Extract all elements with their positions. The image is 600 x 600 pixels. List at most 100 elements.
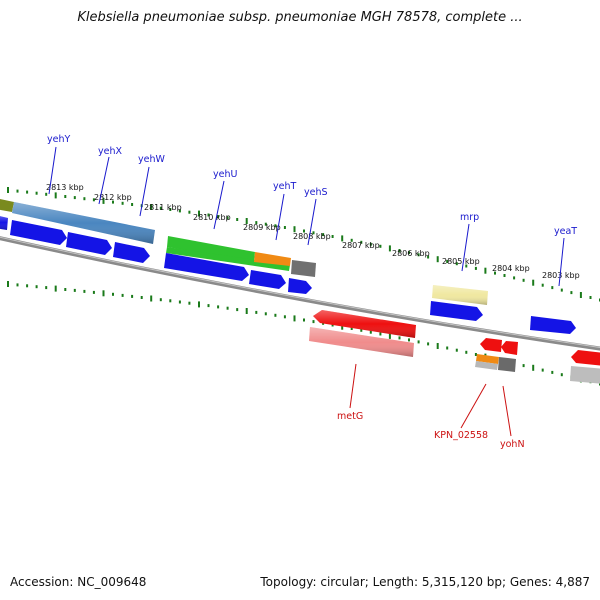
minor-tick [255, 310, 258, 314]
minor-tick [92, 290, 95, 294]
minor-tick [331, 235, 334, 238]
minor-tick [83, 289, 86, 293]
gene-arrow-forward[interactable] [249, 270, 286, 289]
minor-tick [350, 238, 353, 242]
gene-label[interactable]: yehW [138, 154, 165, 165]
major-tick [388, 332, 391, 339]
minor-tick [360, 240, 363, 244]
minor-tick [140, 296, 143, 299]
leader-line [502, 385, 512, 437]
gene-label[interactable]: mrp [460, 212, 479, 223]
minor-tick [73, 196, 76, 200]
feature-olive[interactable] [0, 198, 14, 212]
gene-arrow-forward[interactable] [530, 316, 576, 334]
gene-arrow-forward[interactable] [0, 215, 8, 230]
gene-label[interactable]: yohN [500, 439, 525, 450]
minor-tick [369, 330, 372, 334]
gene-arrow-forward[interactable] [10, 220, 67, 245]
minor-tick [73, 288, 76, 292]
minor-tick [322, 233, 325, 237]
gene-arrow-reverse[interactable] [501, 341, 518, 355]
scale-label: 2809 kbp [243, 223, 281, 232]
minor-tick [35, 285, 38, 289]
feature-shade [309, 327, 414, 357]
minor-tick [64, 195, 67, 198]
minor-tick [560, 373, 563, 377]
gene-arrow-reverse[interactable] [480, 338, 502, 352]
scale-label: 2805 kbp [442, 257, 480, 266]
minor-tick [217, 305, 220, 309]
gene-label[interactable]: KPN_02558 [434, 430, 488, 441]
major-tick [102, 290, 105, 297]
minor-tick [417, 340, 420, 344]
reverse-gene-labels: metG KPN_02558 yohN [337, 411, 525, 450]
gene-arrow-forward[interactable] [288, 278, 312, 294]
minor-tick [207, 213, 210, 217]
leader-line [213, 180, 225, 230]
major-tick [150, 204, 153, 210]
gene-label[interactable]: yehX [98, 146, 122, 157]
feature-orange[interactable] [254, 252, 291, 266]
minor-tick [26, 284, 29, 288]
minor-tick [16, 283, 19, 287]
minor-tick [121, 293, 124, 297]
minor-tick [350, 327, 353, 330]
minor-tick [417, 253, 420, 257]
major-tick [245, 218, 248, 224]
gene-label[interactable]: yehY [47, 134, 70, 145]
feature-green-bar[interactable] [166, 247, 290, 271]
feature-green[interactable] [167, 236, 255, 262]
minor-tick [264, 312, 267, 316]
forward-gene-labels: yehY yehX yehW yehU yehT yehS mrp yeaT [47, 134, 577, 237]
reverse-gene-arrows [309, 310, 600, 384]
major-tick [54, 192, 57, 199]
gene-arrow-reverse[interactable] [571, 350, 600, 366]
major-tick [293, 226, 296, 233]
minor-tick [283, 226, 286, 229]
minor-tick [446, 260, 449, 263]
minor-tick [503, 274, 506, 277]
minor-tick [427, 255, 430, 259]
minor-tick [207, 304, 210, 308]
minor-tick [312, 320, 315, 324]
gene-leader-lines [48, 146, 565, 437]
minor-tick [474, 266, 477, 270]
major-tick [341, 235, 344, 242]
minor-tick [455, 348, 458, 352]
gene-label[interactable]: metG [337, 411, 363, 422]
major-tick [54, 285, 57, 292]
minor-tick [408, 251, 410, 255]
gene-arrow-forward[interactable] [66, 232, 112, 255]
gene-label[interactable]: yehS [304, 187, 328, 198]
feature-lightgrey[interactable] [475, 361, 498, 370]
minor-tick [560, 288, 563, 292]
minor-tick [131, 294, 134, 298]
gene-arrow-forward[interactable] [113, 242, 150, 263]
gene-label[interactable]: yeaT [554, 226, 577, 237]
feature-shade [432, 285, 488, 305]
minor-tick [35, 191, 38, 195]
leader-line [48, 146, 57, 195]
gene-arrow-forward[interactable] [164, 253, 249, 281]
minor-tick [589, 296, 592, 299]
feature-grey[interactable] [498, 357, 516, 372]
gene-arrow-forward[interactable] [430, 301, 483, 321]
minor-tick [379, 332, 382, 336]
minor-tick [236, 218, 239, 221]
scale-label: 2810 kbp [193, 213, 231, 222]
gene-label[interactable]: yehT [273, 181, 296, 192]
gene-label[interactable]: yehU [213, 169, 237, 180]
minor-tick [494, 271, 496, 275]
minor-tick [398, 249, 401, 252]
feature-orange[interactable] [476, 354, 499, 364]
minor-tick [255, 221, 258, 225]
minor-tick [159, 206, 162, 210]
feature-grey[interactable] [291, 260, 316, 277]
major-tick [102, 197, 105, 204]
minor-tick [303, 229, 305, 233]
minor-tick [283, 315, 286, 319]
scale-label: 2813 kbp [46, 183, 84, 192]
feature-lightgrey[interactable] [570, 366, 600, 384]
minor-tick [178, 209, 181, 213]
